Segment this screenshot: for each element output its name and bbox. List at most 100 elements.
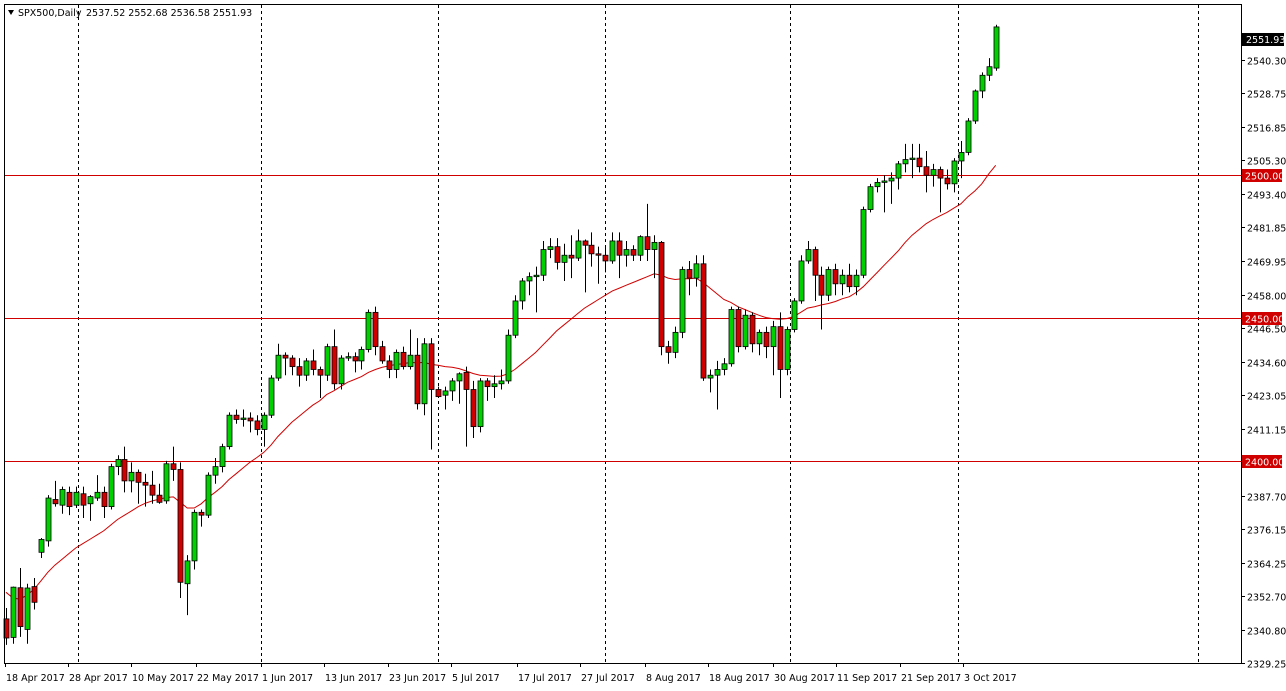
candle[interactable] [108,463,115,510]
candle[interactable] [554,238,561,270]
candle[interactable] [818,266,825,330]
horizontal-levels[interactable]: 2500.00 2450.00 2400.00 [5,169,1284,469]
candle[interactable] [588,232,595,267]
candle[interactable] [533,266,540,313]
candle[interactable] [338,355,345,390]
candle[interactable] [442,386,449,410]
candle[interactable] [825,266,832,301]
candle[interactable] [358,346,365,370]
candle[interactable] [756,329,763,356]
candle[interactable] [393,349,400,379]
candle[interactable] [435,386,442,399]
candle[interactable] [916,143,923,173]
candle[interactable] [386,355,393,379]
candle[interactable] [867,183,874,213]
candle[interactable] [477,378,484,433]
candle[interactable] [17,568,24,637]
candle[interactable] [135,469,142,504]
candle[interactable] [972,89,979,124]
candle[interactable] [895,160,902,190]
candle[interactable] [219,443,226,473]
time-axis[interactable]: 18 Apr 2017 28 Apr 2017 10 May 2017 22 May … [5,663,1017,684]
candle[interactable] [10,586,17,644]
candle[interactable] [400,346,407,370]
candle[interactable] [352,352,359,373]
candle[interactable] [519,278,526,310]
candle[interactable] [707,369,714,393]
candle[interactable] [512,295,519,339]
candle[interactable] [902,143,909,173]
candle[interactable] [582,239,589,293]
candle[interactable] [240,409,247,427]
candle[interactable] [728,306,735,367]
candle[interactable] [66,486,73,516]
candle[interactable] [275,343,282,381]
candle[interactable] [268,375,275,419]
candle[interactable] [449,378,456,401]
candle[interactable] [874,178,881,193]
candle[interactable] [749,312,756,353]
candle[interactable] [379,340,386,364]
candle[interactable] [198,509,205,527]
candle[interactable] [45,495,52,547]
candle[interactable] [832,263,839,296]
candle[interactable] [421,338,428,416]
candle[interactable] [784,326,791,376]
candle[interactable] [310,349,317,376]
candle[interactable] [345,352,352,361]
candle[interactable] [791,298,798,333]
candle[interactable] [575,229,582,261]
candle[interactable] [944,169,951,190]
candle[interactable] [331,329,338,390]
candle[interactable] [247,412,254,433]
candle[interactable] [672,326,679,359]
candle[interactable] [303,358,310,381]
candle[interactable] [846,263,853,293]
candle[interactable] [777,312,784,399]
candle[interactable] [568,235,575,279]
candle[interactable] [324,343,331,381]
candle[interactable] [742,309,749,350]
candle[interactable] [163,460,170,504]
candle[interactable] [930,163,937,187]
candle[interactable] [923,150,930,193]
candle[interactable] [254,415,261,436]
candle[interactable] [317,366,324,399]
candle[interactable] [149,470,156,504]
candle[interactable] [637,235,644,261]
candle[interactable] [87,495,94,521]
candle[interactable] [763,326,770,359]
candle[interactable] [526,272,533,296]
candle[interactable] [735,306,742,353]
candle[interactable] [156,483,163,504]
candle[interactable] [595,246,602,284]
candle[interactable] [630,245,637,261]
candle[interactable] [456,372,463,404]
candle[interactable] [261,412,268,447]
candle[interactable] [561,243,568,281]
candle[interactable] [937,166,944,213]
candle[interactable] [94,475,101,501]
candle[interactable] [686,260,693,296]
candle[interactable] [700,255,707,381]
candle[interactable] [540,240,547,281]
candle[interactable] [101,486,108,519]
candle[interactable] [414,338,421,410]
candle[interactable] [52,480,59,507]
candle[interactable] [115,455,122,476]
candle[interactable] [128,462,135,493]
candle[interactable] [839,269,846,296]
candle[interactable] [993,24,1000,71]
candle[interactable] [965,118,972,156]
candle[interactable] [651,235,658,279]
candle[interactable] [679,266,686,339]
candle[interactable] [428,338,435,450]
candle[interactable] [296,358,303,387]
candle[interactable] [658,240,665,356]
candle[interactable] [31,578,38,610]
candle[interactable] [365,309,372,353]
candle[interactable] [142,473,149,507]
candle[interactable] [407,329,414,370]
candle[interactable] [805,240,812,264]
